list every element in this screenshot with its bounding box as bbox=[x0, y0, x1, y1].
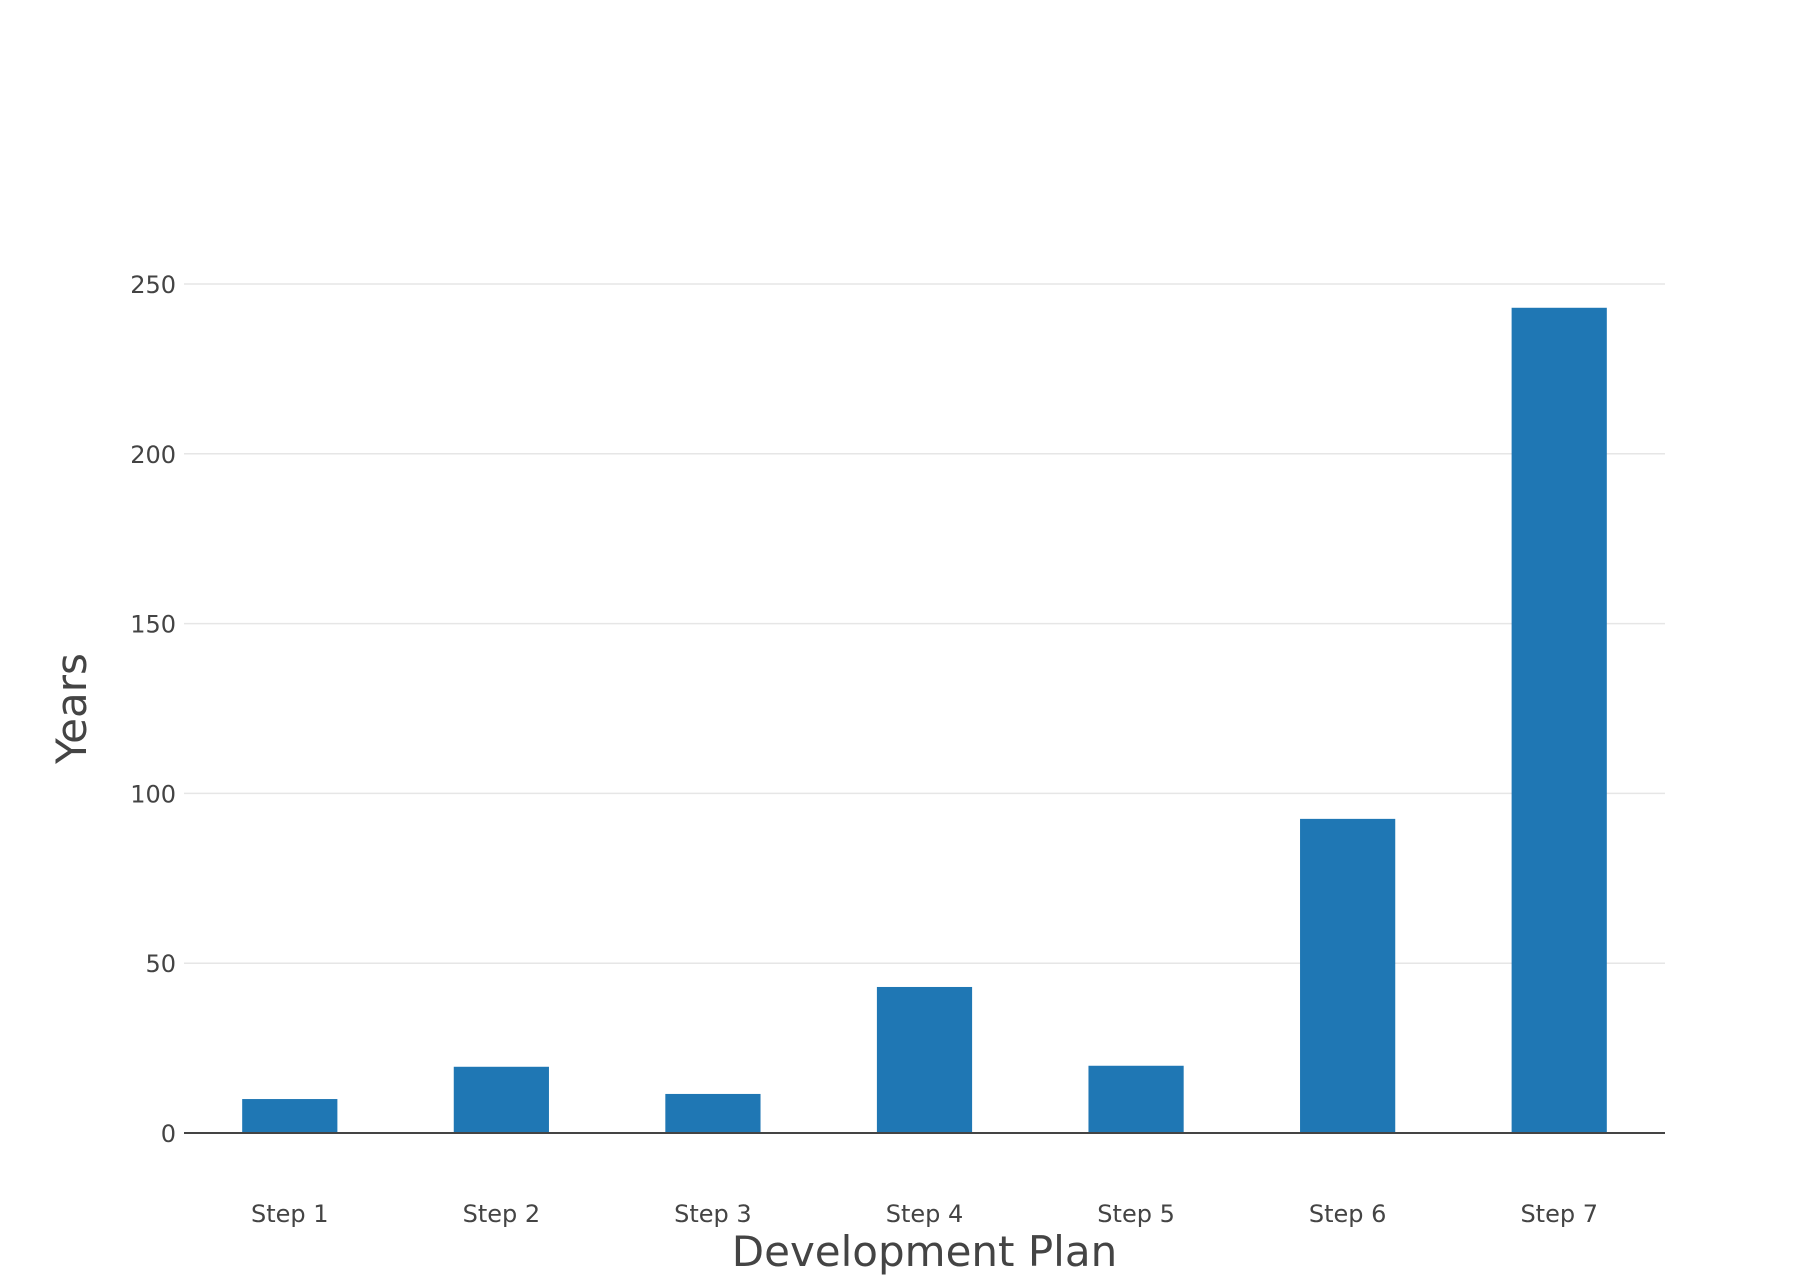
y-tick-label: 150 bbox=[130, 611, 176, 639]
x-tick-label: Step 3 bbox=[674, 1200, 752, 1228]
y-tick-label: 200 bbox=[130, 441, 176, 469]
bar-step-3[interactable] bbox=[665, 1093, 761, 1133]
x-tick-label: Step 2 bbox=[463, 1200, 541, 1228]
gridlines bbox=[184, 283, 1665, 964]
y-tick-label: 50 bbox=[145, 950, 176, 978]
y-tick-label: 250 bbox=[130, 271, 176, 299]
bar-step-4[interactable] bbox=[876, 986, 973, 1133]
y-axis-title: Years bbox=[47, 653, 96, 765]
bars bbox=[242, 307, 1607, 1134]
bar-step-7[interactable] bbox=[1511, 307, 1607, 1134]
bar-step-5[interactable] bbox=[1088, 1065, 1184, 1133]
x-tick-label: Step 6 bbox=[1309, 1200, 1387, 1228]
x-tick-label: Step 4 bbox=[886, 1200, 964, 1228]
bar-step-2[interactable] bbox=[453, 1066, 549, 1133]
bar-step-1[interactable] bbox=[242, 1099, 338, 1133]
y-tick-label: 100 bbox=[130, 780, 176, 808]
x-axis-ticks: Step 1 Step 2 Step 3 Step 4 Step 5 Step 6 Step… bbox=[251, 1200, 1598, 1228]
y-axis-ticks: 0 50 100 150 200 250 bbox=[130, 271, 176, 1148]
y-tick-label: 0 bbox=[161, 1120, 176, 1148]
bar-step-6[interactable] bbox=[1300, 818, 1396, 1133]
x-tick-label: Step 1 bbox=[251, 1200, 329, 1228]
x-axis-title: Development Plan bbox=[732, 1227, 1117, 1276]
x-tick-label: Step 7 bbox=[1520, 1200, 1598, 1228]
x-tick-label: Step 5 bbox=[1097, 1200, 1175, 1228]
